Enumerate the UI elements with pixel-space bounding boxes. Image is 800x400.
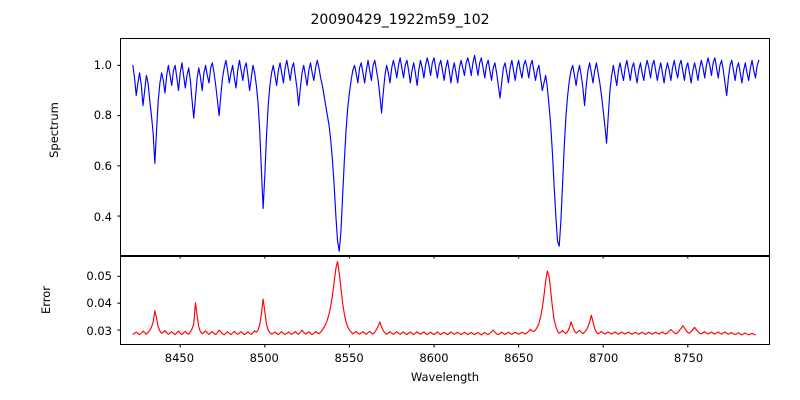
y-tick-label: 0.05 xyxy=(86,268,112,283)
y-tick-label: 1.0 xyxy=(93,57,112,72)
x-tick-label: 8600 xyxy=(419,351,449,365)
spectrum-panel xyxy=(117,38,770,259)
error-data-line xyxy=(132,261,757,336)
spectrum-plot-area xyxy=(117,54,760,259)
x-axis-label: Wavelength xyxy=(410,370,480,384)
x-tick-label: 8750 xyxy=(673,351,704,365)
x-tick-label: 8650 xyxy=(504,351,534,365)
x-tick-label: 8700 xyxy=(589,351,619,365)
x-tick-label: 8550 xyxy=(334,351,364,365)
spectrum-tick-marks xyxy=(117,64,689,259)
y-tick-label: 0.04 xyxy=(86,296,112,311)
error-tick-marks xyxy=(117,275,689,348)
x-tick-label: 8500 xyxy=(249,351,279,365)
y-tick-label: 0.03 xyxy=(86,323,112,338)
y-tick-label: 0.8 xyxy=(93,108,112,123)
y-tick-label: 0.6 xyxy=(93,159,112,173)
page-title: 20090429_1922m59_102 xyxy=(310,12,490,28)
error-plot-area xyxy=(117,261,757,348)
x-tick-label: 8450 xyxy=(164,351,195,365)
y-tick-label: 0.4 xyxy=(93,209,112,224)
spectrum-data-line xyxy=(132,54,760,252)
error-panel xyxy=(117,256,770,348)
